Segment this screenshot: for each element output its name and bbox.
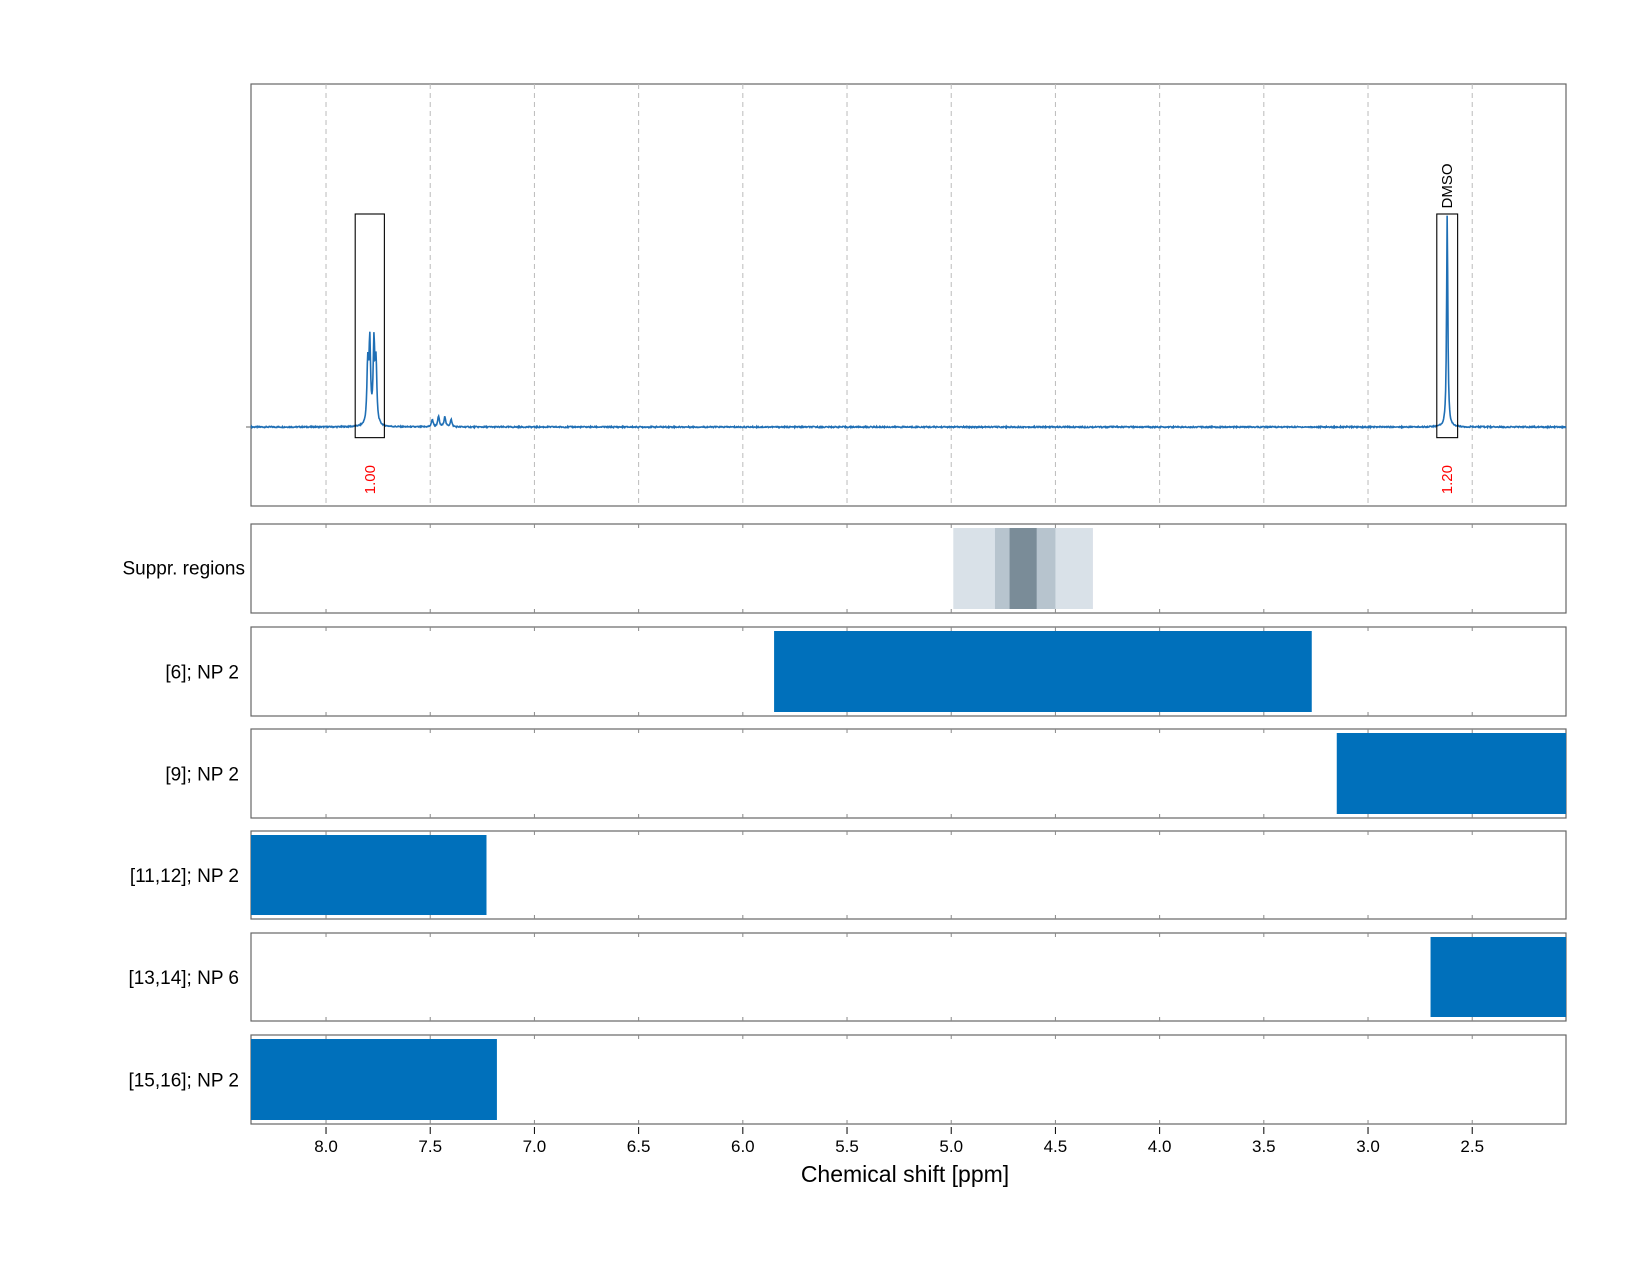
range-label: [15,16]; NP 2 <box>128 1071 239 1092</box>
range-label: [11,12]; NP 2 <box>130 866 239 887</box>
range-bar <box>774 631 1312 712</box>
spectrum-panel: 1.00 1.20 DMSO <box>246 83 1567 507</box>
x-tick-label: 2.5 <box>1460 1137 1484 1156</box>
x-tick-label: 5.5 <box>835 1137 859 1156</box>
range-label: [13,14]; NP 6 <box>128 968 239 989</box>
x-axis: 8.0 7.5 7.0 6.5 6.0 5.5 5.0 4.5 4.0 3.5 3.0 2.5 <box>314 1127 1484 1156</box>
integral-label-2: DMSO <box>1439 164 1456 209</box>
range-panel-5: [15,16]; NP 2 <box>128 1034 1567 1125</box>
x-tick-label: 6.0 <box>731 1137 755 1156</box>
integration-box-2 <box>1436 213 1459 439</box>
x-axis-label: Chemical shift [ppm] <box>801 1161 1009 1187</box>
range-frame <box>250 932 1567 1022</box>
x-tick-label: 3.5 <box>1252 1137 1276 1156</box>
spectrum-frame <box>250 83 1567 507</box>
x-tick-label: 4.0 <box>1148 1137 1172 1156</box>
x-tick-label: 8.0 <box>314 1137 338 1156</box>
range-label: [6]; NP 2 <box>165 663 239 684</box>
range-panel-1: [6]; NP 2 <box>165 626 1567 717</box>
range-bar <box>1336 733 1566 814</box>
suppression-frame <box>250 523 1567 614</box>
range-panel-2: [9]; NP 2 <box>165 728 1567 819</box>
range-bar <box>251 835 487 915</box>
suppression-band-3 <box>1009 528 1037 609</box>
x-tick-label: 3.0 <box>1356 1137 1380 1156</box>
spectrum-line <box>250 215 1567 430</box>
range-bar <box>251 1039 497 1120</box>
range-panels: [6]; NP 2 [9]; NP 2 [11,12]; NP 2 [13,14]; … <box>128 626 1567 1125</box>
range-panel-4: [13,14]; NP 6 <box>128 932 1567 1022</box>
integral-value-2: 1.20 <box>1439 465 1456 494</box>
range-panel-3: [11,12]; NP 2 <box>130 830 1567 920</box>
integral-value-1: 1.00 <box>362 465 379 494</box>
integration-box-1 <box>354 213 385 439</box>
x-tick-label: 7.0 <box>523 1137 547 1156</box>
range-bar <box>1430 937 1566 1017</box>
range-label: [9]; NP 2 <box>165 765 239 786</box>
x-tick-label: 6.5 <box>627 1137 651 1156</box>
x-tick-label: 7.5 <box>418 1137 442 1156</box>
suppression-panel: Suppr. regions <box>122 523 1567 614</box>
x-tick-label: 4.5 <box>1044 1137 1068 1156</box>
x-tick-label: 5.0 <box>939 1137 963 1156</box>
suppression-label: Suppr. regions <box>122 559 245 580</box>
